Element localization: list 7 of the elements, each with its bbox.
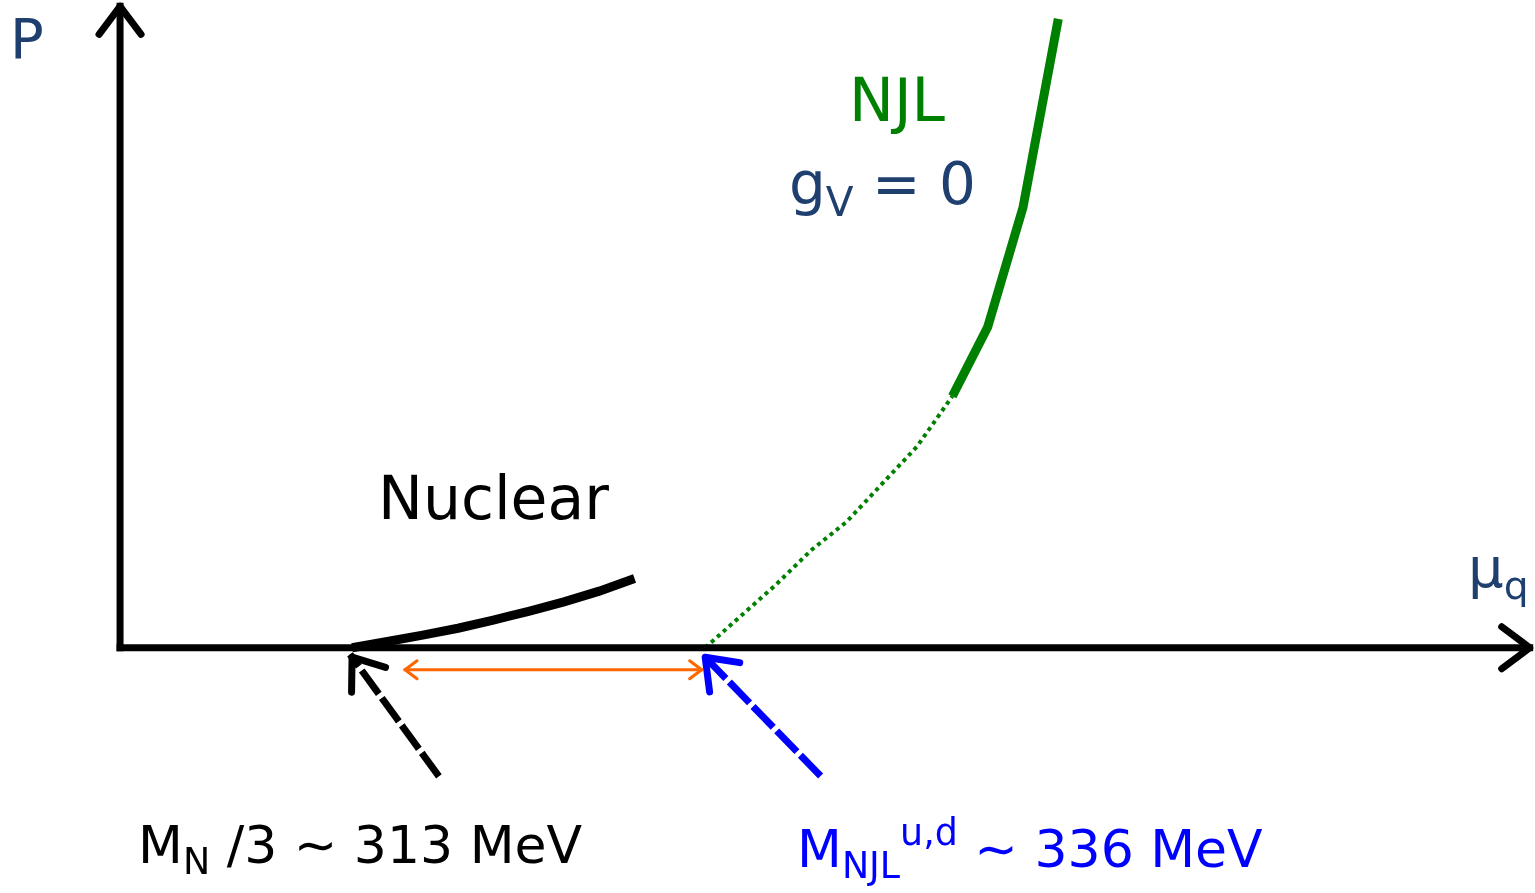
text: M$_{NJL}$$^{u,d}$ ∼ 336 MeV bbox=[797, 811, 1264, 887]
series-label: Nuclear bbox=[378, 463, 610, 533]
annotation: g$_{V}$ = 0 bbox=[789, 150, 976, 227]
x-axis-title: μ$_{q}$ bbox=[1468, 535, 1529, 608]
y-axis-title: P bbox=[10, 6, 44, 71]
text: M$_{N}$ /3 ∼ 313 MeV bbox=[138, 815, 583, 883]
series-label: NJL bbox=[849, 65, 946, 135]
